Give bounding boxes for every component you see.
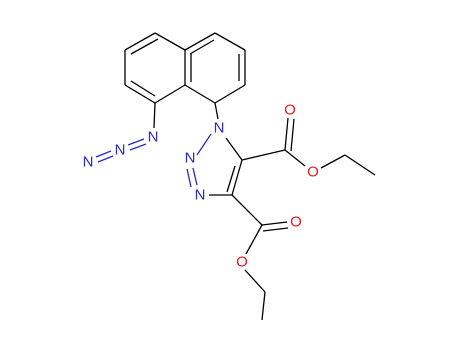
bond: [97, 155, 114, 163]
bonds: [95, 32, 376, 321]
bond: [344, 154, 376, 176]
bond: [186, 168, 192, 188]
atom-label: N: [214, 120, 225, 137]
bond: [245, 224, 263, 255]
bond: [154, 32, 186, 51]
bond: [130, 80, 156, 97]
bond: [196, 133, 212, 156]
bond: [192, 167, 198, 186]
bond: [226, 165, 236, 193]
bond: [284, 117, 289, 151]
bond: [189, 39, 215, 55]
atom-label: N: [115, 142, 126, 159]
bond: [261, 291, 266, 321]
bond: [95, 150, 112, 158]
atom-label: N: [148, 129, 159, 146]
bond: [124, 32, 156, 51]
atom-label: N: [185, 150, 196, 167]
bond: [284, 149, 306, 167]
bond: [225, 137, 243, 161]
bond: [127, 138, 145, 146]
bond: [130, 38, 159, 55]
bond: [184, 84, 216, 104]
bond: [244, 269, 266, 293]
bond: [214, 32, 246, 51]
bond: [184, 32, 216, 51]
bond: [290, 118, 295, 152]
bond: [262, 227, 289, 232]
bond: [231, 159, 243, 196]
atom-label: O: [284, 102, 296, 119]
bond: [154, 84, 186, 104]
bond: [241, 149, 286, 161]
bond: [320, 154, 346, 169]
atom-label: O: [236, 254, 248, 271]
atom-label: N: [83, 154, 94, 171]
atom-label: O: [290, 214, 302, 231]
bond: [231, 194, 263, 226]
bond: [261, 221, 288, 226]
bond: [214, 102, 219, 120]
atom-labels: N N N N N N O O O O: [83, 102, 319, 271]
bond: [124, 84, 156, 104]
atom-label: O: [307, 164, 319, 181]
atom-label: N: [195, 187, 206, 204]
bond: [153, 102, 156, 129]
bond: [129, 143, 147, 151]
bond: [214, 84, 246, 104]
